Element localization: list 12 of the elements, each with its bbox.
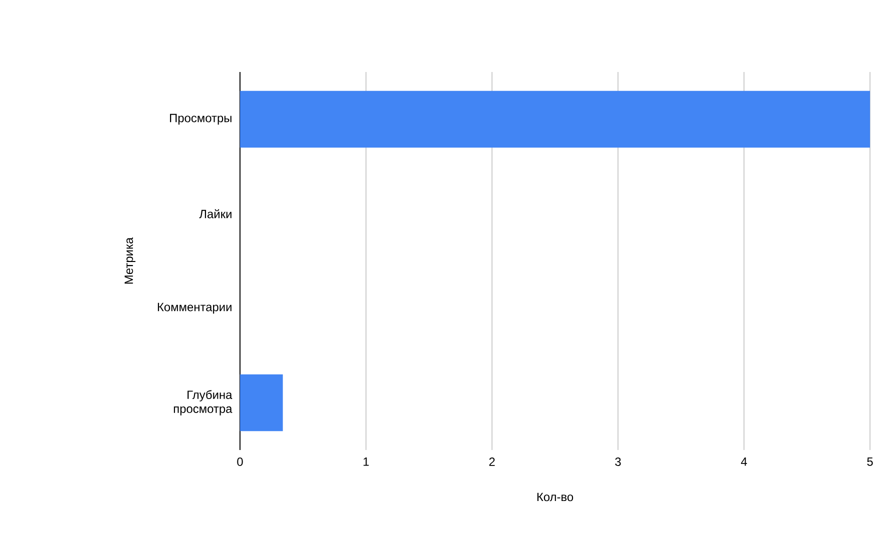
x-tick-label: 5 bbox=[867, 458, 873, 466]
x-tick-label: 3 bbox=[615, 458, 621, 466]
x-tick-label: 1 bbox=[364, 458, 369, 466]
y-tick-label: Глубина просмотра bbox=[174, 390, 232, 416]
x-tick-label: 2 bbox=[489, 458, 495, 466]
y-axis-title: Метрика bbox=[124, 237, 136, 284]
y-tick-label: Лайки bbox=[199, 209, 232, 218]
y-tick-label: Комментарии bbox=[158, 302, 232, 314]
x-axis-title: Кол-во bbox=[537, 492, 574, 502]
x-tick-label: 0 bbox=[237, 458, 243, 466]
x-tick-label: 4 bbox=[740, 458, 747, 466]
y-tick-label: Просмотры bbox=[170, 114, 232, 125]
